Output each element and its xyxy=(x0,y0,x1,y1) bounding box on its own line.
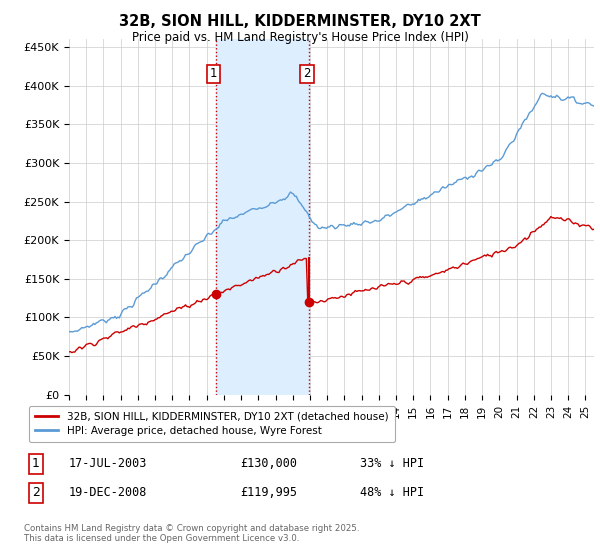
Text: Price paid vs. HM Land Registry's House Price Index (HPI): Price paid vs. HM Land Registry's House … xyxy=(131,31,469,44)
Text: 1: 1 xyxy=(32,457,40,470)
Text: £119,995: £119,995 xyxy=(240,486,297,500)
Text: 32B, SION HILL, KIDDERMINSTER, DY10 2XT: 32B, SION HILL, KIDDERMINSTER, DY10 2XT xyxy=(119,14,481,29)
Text: 48% ↓ HPI: 48% ↓ HPI xyxy=(360,486,424,500)
Text: 1: 1 xyxy=(209,68,217,81)
Text: 33% ↓ HPI: 33% ↓ HPI xyxy=(360,457,424,470)
Legend: 32B, SION HILL, KIDDERMINSTER, DY10 2XT (detached house), HPI: Average price, de: 32B, SION HILL, KIDDERMINSTER, DY10 2XT … xyxy=(29,405,395,442)
Text: 2: 2 xyxy=(303,68,311,81)
Text: 19-DEC-2008: 19-DEC-2008 xyxy=(69,486,148,500)
Bar xyxy=(216,39,310,395)
Text: Contains HM Land Registry data © Crown copyright and database right 2025.
This d: Contains HM Land Registry data © Crown c… xyxy=(24,524,359,543)
Text: 17-JUL-2003: 17-JUL-2003 xyxy=(69,457,148,470)
Text: 2: 2 xyxy=(32,486,40,500)
Text: £130,000: £130,000 xyxy=(240,457,297,470)
